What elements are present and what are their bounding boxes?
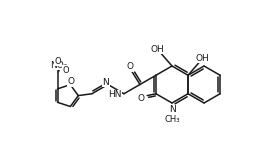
Text: NO₂: NO₂ xyxy=(50,61,67,70)
Text: O: O xyxy=(68,77,75,86)
Text: O: O xyxy=(127,62,134,71)
Text: OH: OH xyxy=(151,45,165,54)
Text: O: O xyxy=(62,66,69,75)
Text: OH: OH xyxy=(195,54,209,63)
Text: O: O xyxy=(54,57,61,66)
Text: O: O xyxy=(137,94,144,103)
Text: N: N xyxy=(102,78,109,87)
Text: HN: HN xyxy=(108,90,122,99)
Text: CH₃: CH₃ xyxy=(164,114,180,124)
Text: N: N xyxy=(169,106,175,114)
